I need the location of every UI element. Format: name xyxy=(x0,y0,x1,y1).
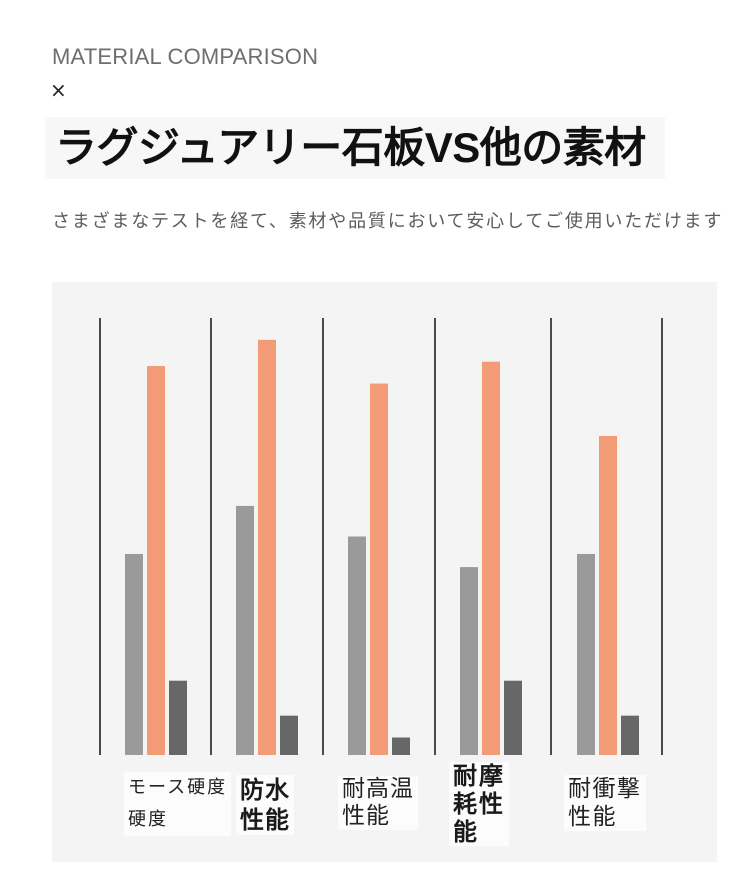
title-band xyxy=(45,117,665,179)
category-label-line: モース硬度 xyxy=(128,777,228,798)
page-subtitle: さまざまなテストを経て、素材や品質において安心してご使用いただけます xyxy=(52,211,724,232)
category-label-2: 防水 性能 xyxy=(236,775,294,835)
cross-mark-icon: × xyxy=(50,78,67,102)
category-label-line: 性能 xyxy=(342,803,390,829)
category-label-5: 耐衝撃 性能 xyxy=(564,775,646,831)
category-label-line: 能 xyxy=(453,818,479,846)
category-label-4: 耐摩 耗性 能 xyxy=(449,762,509,846)
category-label-line: 防水 xyxy=(240,776,290,804)
category-label-line: 耗性 xyxy=(453,790,505,818)
category-label-line: 硬度 xyxy=(128,809,168,830)
page-title: ラグジュアリー石板VS他の素材 xyxy=(55,124,646,171)
category-label-line: 性能 xyxy=(568,804,617,830)
section-kicker: MATERIAL COMPARISON xyxy=(52,44,319,69)
category-label-1: モース硬度 硬度 xyxy=(124,772,232,836)
category-label-line: 耐摩 xyxy=(453,762,505,790)
category-label-line: 性能 xyxy=(240,806,290,834)
category-label-line: 耐高温 xyxy=(342,776,414,802)
category-label-3: 耐高温 性能 xyxy=(338,776,418,830)
category-label-line: 耐衝撃 xyxy=(568,776,642,802)
